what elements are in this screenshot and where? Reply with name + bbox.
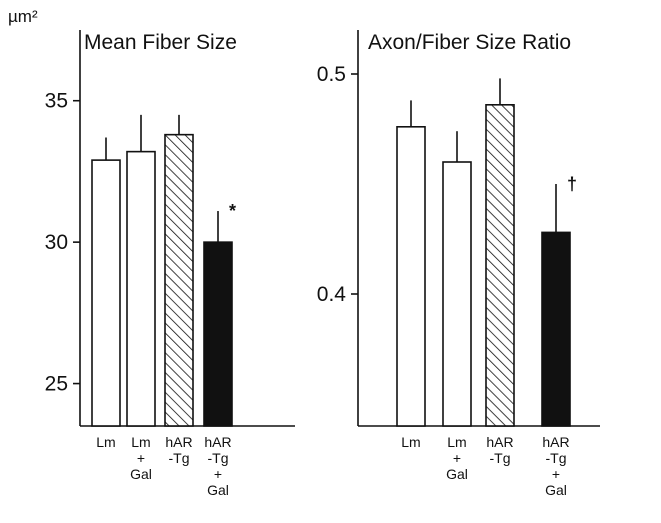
x-category-label: hAR -Tg: [165, 434, 192, 466]
y-tick-label: 25: [45, 373, 68, 396]
bar: [485, 104, 515, 427]
x-category-label: Lm + Gal: [446, 434, 468, 482]
bar: [91, 159, 121, 427]
x-category-label: hAR -Tg: [486, 434, 513, 466]
y-tick-group: 0.4 0.5: [317, 63, 358, 306]
category-label-group: Lm Lm + Gal hAR -Tg hAR -Tg + Gal: [96, 434, 231, 498]
y-unit-label: µm²: [8, 7, 38, 26]
bar: [442, 161, 472, 427]
chart-title: Axon/Fiber Size Ratio: [368, 31, 571, 54]
y-tick-label: 0.4: [317, 283, 347, 306]
panel-mean-fiber-size: µm² Mean Fiber Size 25 30 35 * Lm Lm + Gal hAR…: [8, 7, 295, 498]
y-tick-group: 25 30 35: [45, 90, 80, 396]
x-category-label: Lm + Gal: [130, 434, 152, 482]
x-category-label: Lm: [96, 434, 115, 450]
y-tick-label: 30: [45, 231, 68, 254]
panel-axon-fiber-ratio: Axon/Fiber Size Ratio 0.4 0.5 † Lm Lm + Gal h…: [317, 30, 600, 498]
x-category-label: hAR -Tg + Gal: [542, 434, 569, 498]
bar-group: †: [396, 78, 577, 427]
x-category-label: hAR -Tg + Gal: [204, 434, 231, 498]
significance-marker: *: [229, 201, 236, 221]
y-tick-label: 0.5: [317, 63, 346, 86]
bar: [203, 241, 233, 427]
bar: [396, 126, 426, 427]
chart-title: Mean Fiber Size: [84, 31, 237, 54]
bar-group: *: [91, 114, 236, 427]
bar: [164, 133, 194, 427]
category-label-group: Lm Lm + Gal hAR -Tg hAR -Tg + Gal: [401, 434, 569, 498]
bar: [126, 150, 156, 427]
y-tick-label: 35: [45, 90, 68, 113]
x-category-label: Lm: [401, 434, 420, 450]
bar: [541, 231, 571, 427]
significance-marker: †: [567, 174, 577, 194]
